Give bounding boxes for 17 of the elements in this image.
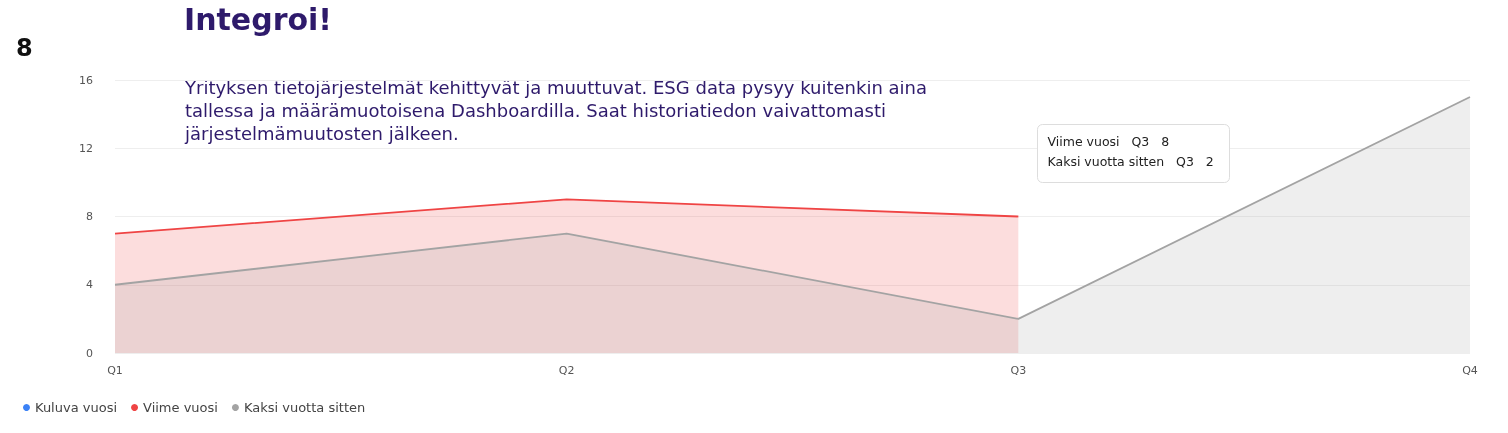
legend-label: Kaksi vuotta sitten	[243, 400, 366, 415]
legend-label: Viime vuosi	[143, 400, 218, 415]
x-tick-label: Q2	[558, 364, 575, 377]
text: 8	[16, 34, 33, 62]
x-tick-label: Q3	[1010, 364, 1027, 377]
y-tick-label: 12	[79, 141, 93, 155]
x-tick-label: Q4	[1462, 364, 1478, 377]
y-tick-label: 0	[86, 346, 93, 360]
y-tick-label: 8	[86, 210, 93, 223]
y-tick-label: 16	[79, 73, 93, 87]
annotation: Viime vuosi Q3 8	[1047, 133, 1170, 149]
chart-title: Integroi!	[184, 1, 333, 37]
text: Yrityksen tietojärjestelmät kehittyvät ja muuttuvat. ESG data pysyy kuitenkin aina tallessa ja määrämuotoisena Dashboardilla. Saat historiatiedon vaivattomasti järjestelmämuutosten jälkeen.	[184, 77, 933, 144]
annotation: Kaksi vuotta sitten Q3 2	[1047, 153, 1214, 169]
legend-label: Kuluva vuosi	[35, 400, 118, 415]
x-tick-label: Q1	[107, 364, 123, 377]
y-tick-label: 4	[86, 278, 93, 292]
